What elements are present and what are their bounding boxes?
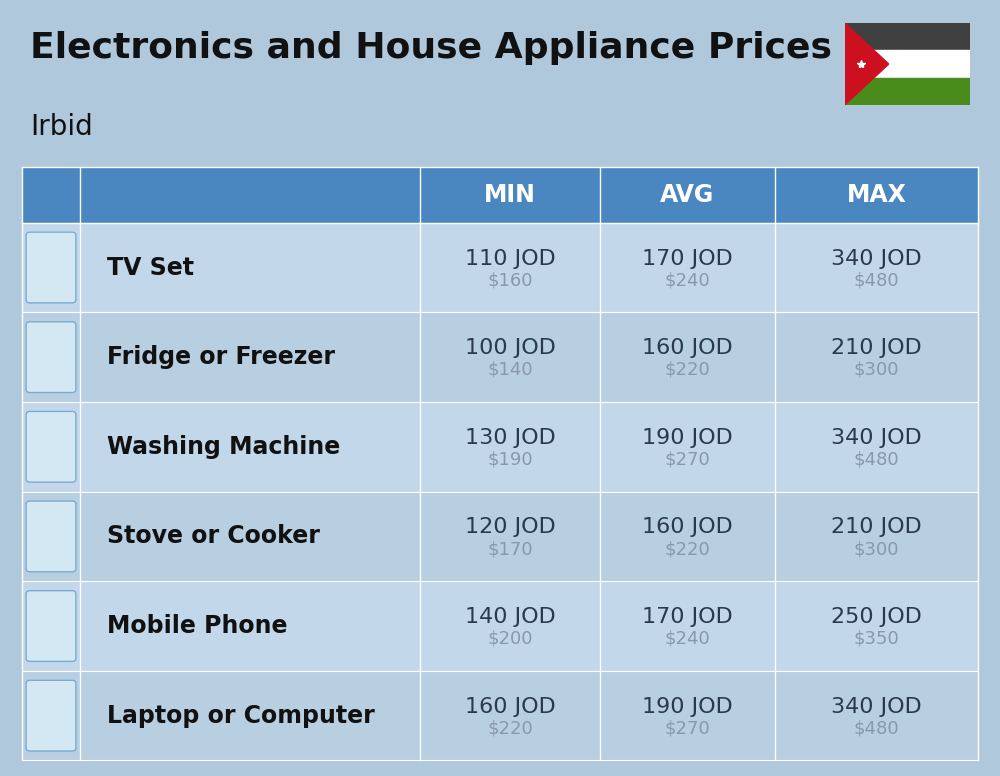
Text: 120 JOD: 120 JOD: [465, 518, 555, 538]
FancyBboxPatch shape: [26, 591, 76, 661]
Text: 160 JOD: 160 JOD: [465, 697, 555, 717]
Bar: [22, 492, 978, 581]
Text: MAX: MAX: [847, 183, 906, 206]
FancyBboxPatch shape: [26, 411, 76, 482]
Bar: [845, 23, 970, 50]
Bar: [845, 50, 970, 78]
Text: $140: $140: [487, 361, 533, 379]
Text: Mobile Phone: Mobile Phone: [107, 614, 288, 638]
Text: $220: $220: [665, 540, 710, 558]
Text: 170 JOD: 170 JOD: [642, 607, 733, 627]
Text: 210 JOD: 210 JOD: [831, 338, 922, 359]
Text: $300: $300: [854, 540, 899, 558]
Polygon shape: [845, 23, 889, 105]
Text: $480: $480: [854, 719, 899, 737]
Text: MIN: MIN: [484, 183, 536, 206]
FancyBboxPatch shape: [26, 232, 76, 303]
Text: Laptop or Computer: Laptop or Computer: [107, 704, 375, 728]
Text: 190 JOD: 190 JOD: [642, 697, 733, 717]
Bar: [22, 312, 978, 402]
Text: $220: $220: [487, 719, 533, 737]
Text: 100 JOD: 100 JOD: [465, 338, 555, 359]
Text: Fridge or Freezer: Fridge or Freezer: [107, 345, 335, 369]
Text: $170: $170: [487, 540, 533, 558]
Text: $300: $300: [854, 361, 899, 379]
Bar: [22, 581, 978, 670]
Text: $220: $220: [665, 361, 710, 379]
Text: TV Set: TV Set: [107, 255, 194, 279]
Text: Washing Machine: Washing Machine: [107, 435, 340, 459]
Text: 110 JOD: 110 JOD: [465, 248, 555, 268]
Text: AVG: AVG: [660, 183, 715, 206]
Text: $200: $200: [487, 630, 533, 648]
Bar: [22, 223, 978, 312]
Text: 340 JOD: 340 JOD: [831, 248, 922, 268]
FancyBboxPatch shape: [26, 322, 76, 393]
Text: Stove or Cooker: Stove or Cooker: [107, 525, 320, 549]
Bar: [22, 402, 978, 492]
Text: 210 JOD: 210 JOD: [831, 518, 922, 538]
Text: 160 JOD: 160 JOD: [642, 338, 733, 359]
Text: 140 JOD: 140 JOD: [465, 607, 555, 627]
Text: $350: $350: [854, 630, 899, 648]
Bar: [22, 670, 978, 760]
Text: 340 JOD: 340 JOD: [831, 697, 922, 717]
Text: 160 JOD: 160 JOD: [642, 518, 733, 538]
Text: $480: $480: [854, 272, 899, 289]
Bar: [845, 78, 970, 105]
Text: 340 JOD: 340 JOD: [831, 428, 922, 448]
Text: 170 JOD: 170 JOD: [642, 248, 733, 268]
Text: $160: $160: [487, 272, 533, 289]
Text: Irbid: Irbid: [30, 113, 93, 140]
Text: 130 JOD: 130 JOD: [465, 428, 555, 448]
Text: $270: $270: [665, 451, 710, 469]
FancyBboxPatch shape: [26, 681, 76, 751]
Text: Electronics and House Appliance Prices: Electronics and House Appliance Prices: [30, 31, 832, 65]
Text: $480: $480: [854, 451, 899, 469]
Text: 190 JOD: 190 JOD: [642, 428, 733, 448]
Bar: [22, 167, 978, 223]
FancyBboxPatch shape: [26, 501, 76, 572]
Text: $240: $240: [665, 272, 710, 289]
Text: $240: $240: [665, 630, 710, 648]
Text: $270: $270: [665, 719, 710, 737]
Text: 250 JOD: 250 JOD: [831, 607, 922, 627]
Text: $190: $190: [487, 451, 533, 469]
